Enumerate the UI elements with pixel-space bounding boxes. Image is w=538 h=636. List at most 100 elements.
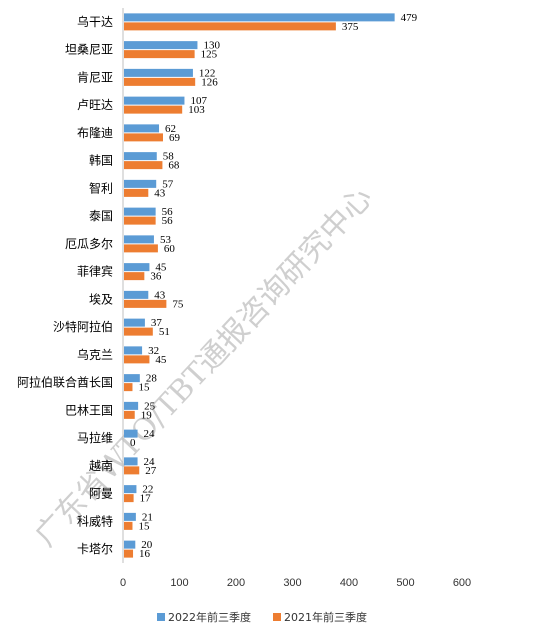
data-label-2021: 60	[164, 243, 176, 255]
data-label-2021: 69	[169, 132, 181, 144]
bar-2021	[124, 77, 196, 86]
bar-2022	[124, 485, 137, 494]
data-label-2021: 27	[145, 465, 157, 477]
bar-2022	[124, 13, 395, 22]
category-label: 阿拉伯联合酋长国	[17, 375, 113, 390]
legend-swatch-2022	[157, 613, 165, 621]
category-label: 卡塔尔	[77, 541, 113, 556]
x-tick-label: 300	[283, 577, 301, 589]
bar-2021	[124, 299, 167, 308]
data-label-2022: 25	[144, 400, 156, 412]
bar-2022	[124, 401, 139, 410]
data-label-2022: 43	[154, 289, 166, 301]
bar-2022	[124, 346, 143, 355]
data-label-2021: 125	[201, 49, 218, 61]
data-label-2022: 53	[160, 234, 172, 246]
legend: 2022年前三季度 2021年前三季度	[157, 610, 367, 624]
bar-2022	[124, 68, 193, 77]
bar-2022	[124, 152, 157, 161]
bar-2021	[124, 327, 153, 336]
bar-2022	[124, 512, 136, 521]
category-label: 智利	[89, 180, 113, 195]
bar-2021	[124, 244, 158, 253]
bar-2021	[124, 466, 140, 475]
x-tick-label: 600	[453, 577, 471, 589]
data-label-2022: 21	[142, 511, 153, 523]
category-label: 越南	[89, 458, 113, 473]
data-label-2021: 126	[201, 76, 218, 88]
data-label-2022: 28	[146, 373, 158, 385]
data-label-2021: 375	[342, 21, 359, 33]
data-label-2022: 37	[151, 317, 163, 329]
bar-2022	[124, 207, 156, 216]
x-tick-label: 400	[340, 577, 358, 589]
bar-2021	[124, 50, 195, 59]
category-label: 卢旺达	[77, 97, 113, 112]
bar-2021	[124, 272, 145, 281]
data-label-2022: 24	[144, 456, 156, 468]
category-label: 乌干达	[77, 14, 113, 29]
category-label: 坦桑尼亚	[65, 43, 113, 57]
bar-2021	[124, 105, 183, 114]
bar-2021	[124, 22, 336, 31]
data-label-2022: 57	[162, 178, 174, 190]
bar-2021	[124, 161, 163, 170]
legend-label-2021: 2021年前三季度	[284, 610, 367, 624]
category-label: 埃及	[89, 292, 113, 306]
data-label-2022: 122	[199, 67, 216, 79]
bar-2021	[124, 355, 150, 364]
data-label-2021: 51	[159, 326, 170, 338]
bar-2022	[124, 318, 145, 327]
data-label-2021: 75	[172, 298, 184, 310]
bar-2021	[124, 383, 133, 392]
category-label: 沙特阿拉伯	[53, 319, 113, 334]
bar-2022	[124, 179, 157, 188]
category-label: 乌克兰	[77, 347, 113, 362]
bar-2022	[124, 263, 150, 272]
data-label-2022: 130	[203, 40, 220, 52]
data-label-2021: 103	[188, 104, 205, 116]
data-label-2021: 68	[168, 160, 180, 172]
category-label: 马拉维	[77, 430, 113, 445]
category-label: 菲律宾	[77, 264, 113, 279]
category-label: 肯尼亚	[77, 70, 113, 84]
data-label-2021: 17	[140, 493, 152, 505]
data-label-2021: 15	[138, 520, 150, 532]
data-label-2021: 36	[150, 271, 162, 283]
category-label: 巴林王国	[65, 403, 113, 417]
bar-2022	[124, 540, 136, 549]
x-tick-label: 200	[227, 577, 245, 589]
x-tick-label: 100	[170, 577, 188, 589]
bars-layer: 4793751301251221261071036269586857435656…	[124, 12, 418, 560]
data-label-2022: 20	[141, 539, 153, 551]
data-label-2022: 479	[401, 12, 418, 24]
data-label-2022: 45	[155, 262, 167, 274]
bar-2022	[124, 429, 138, 438]
x-tick-label: 0	[120, 577, 126, 589]
data-label-2021: 15	[138, 382, 150, 394]
bar-2022	[124, 457, 138, 466]
category-label: 厄瓜多尔	[65, 236, 113, 251]
data-label-2022: 24	[144, 428, 156, 440]
axis-layer: 0 100 200 300 400 500 600乌干达坦桑尼亚肯尼亚卢旺达布隆迪韩国智利泰…	[17, 8, 471, 589]
bar-2021	[124, 521, 133, 530]
data-label-2022: 32	[148, 345, 159, 357]
bar-2022	[124, 290, 149, 299]
bar-2022	[124, 41, 198, 50]
data-label-2022: 58	[163, 151, 175, 163]
data-label-2021: 56	[162, 215, 174, 227]
data-label-2022: 62	[165, 123, 176, 135]
data-label-2021: 45	[155, 354, 167, 366]
bar-2021	[124, 216, 156, 225]
data-label-2021: 0	[130, 437, 136, 449]
bar-2021	[124, 549, 134, 558]
bar-2021	[124, 494, 134, 503]
category-label: 布隆迪	[77, 125, 113, 140]
category-label: 韩国	[89, 153, 113, 168]
data-label-2021: 43	[154, 187, 166, 199]
bar-2021	[124, 133, 163, 142]
bar-2021	[124, 410, 135, 419]
data-label-2022: 22	[142, 484, 153, 496]
category-label: 阿曼	[89, 487, 113, 501]
